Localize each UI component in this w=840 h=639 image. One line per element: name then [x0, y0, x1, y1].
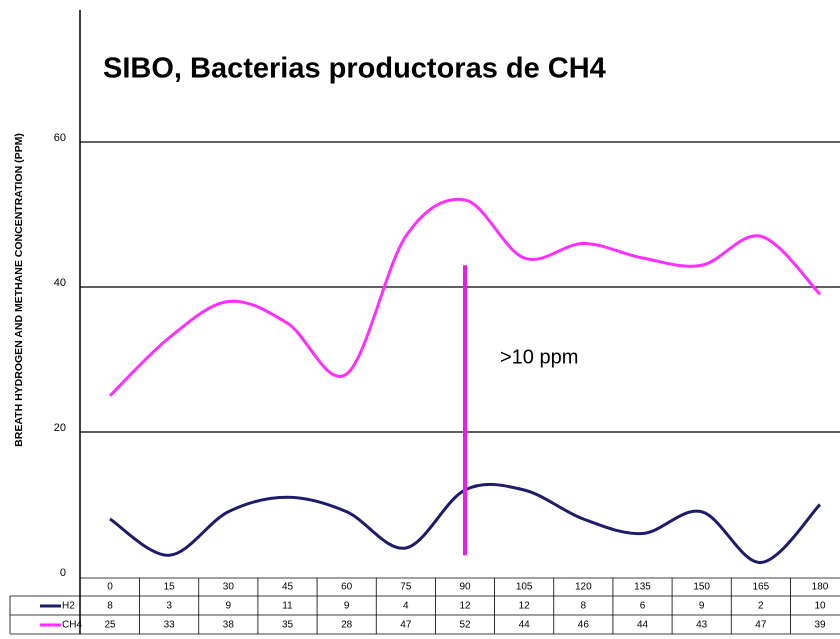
table-value: 2 [758, 601, 764, 612]
table-value: 11 [282, 601, 293, 612]
table-value: 43 [696, 620, 708, 631]
table-value: 8 [107, 601, 113, 612]
x-tick-label: 30 [223, 582, 235, 593]
table-value: 52 [459, 620, 471, 631]
table-value: 9 [699, 601, 705, 612]
table-value: 35 [282, 620, 294, 631]
table-value: 33 [164, 620, 176, 631]
x-tick-label: 180 [812, 582, 829, 593]
x-tick-label: 150 [693, 582, 710, 593]
table-value: 12 [519, 601, 531, 612]
table-value: 3 [166, 601, 172, 612]
x-tick-label: 105 [516, 582, 533, 593]
x-tick-label: 15 [164, 582, 176, 593]
table-value: 39 [814, 620, 826, 631]
y-axis-label: BREATH HYDROGEN AND METHANE CONCENTRATIO… [13, 133, 25, 447]
table-value: 47 [400, 620, 412, 631]
table-value: 47 [755, 620, 767, 631]
table-value: 9 [226, 601, 232, 612]
y-tick-label: 20 [54, 422, 66, 434]
legend-label: H2 [62, 601, 75, 612]
annotation: >10 ppm [500, 346, 578, 368]
line [108, 197, 822, 397]
x-tick-label: 45 [282, 582, 294, 593]
table-value: 12 [459, 601, 471, 612]
table-value: 10 [814, 601, 826, 612]
y-tick-label: 0 [60, 567, 66, 579]
y-tick-label: 40 [54, 277, 66, 289]
table-value: 44 [637, 620, 649, 631]
table-value: 9 [344, 601, 350, 612]
table-value: 28 [341, 620, 353, 631]
x-tick-label: 0 [107, 582, 113, 593]
x-tick-label: 120 [575, 582, 592, 593]
table-value: 4 [403, 601, 409, 612]
x-tick-label: 90 [459, 582, 471, 593]
x-tick-label: 75 [400, 582, 412, 593]
x-tick-label: 60 [341, 582, 353, 593]
chart-title: SIBO, Bacterias productoras de CH4 [103, 53, 606, 85]
y-tick-label: 60 [54, 132, 66, 144]
legend-label: CH4 [62, 620, 82, 631]
table-value: 44 [519, 620, 531, 631]
x-tick-label: 135 [634, 582, 651, 593]
table-value: 46 [578, 620, 590, 631]
table-value: 38 [223, 620, 235, 631]
table-value: 8 [581, 601, 587, 612]
table-value: 25 [104, 620, 116, 631]
x-tick-label: 165 [752, 582, 769, 593]
table-value: 6 [640, 601, 646, 612]
